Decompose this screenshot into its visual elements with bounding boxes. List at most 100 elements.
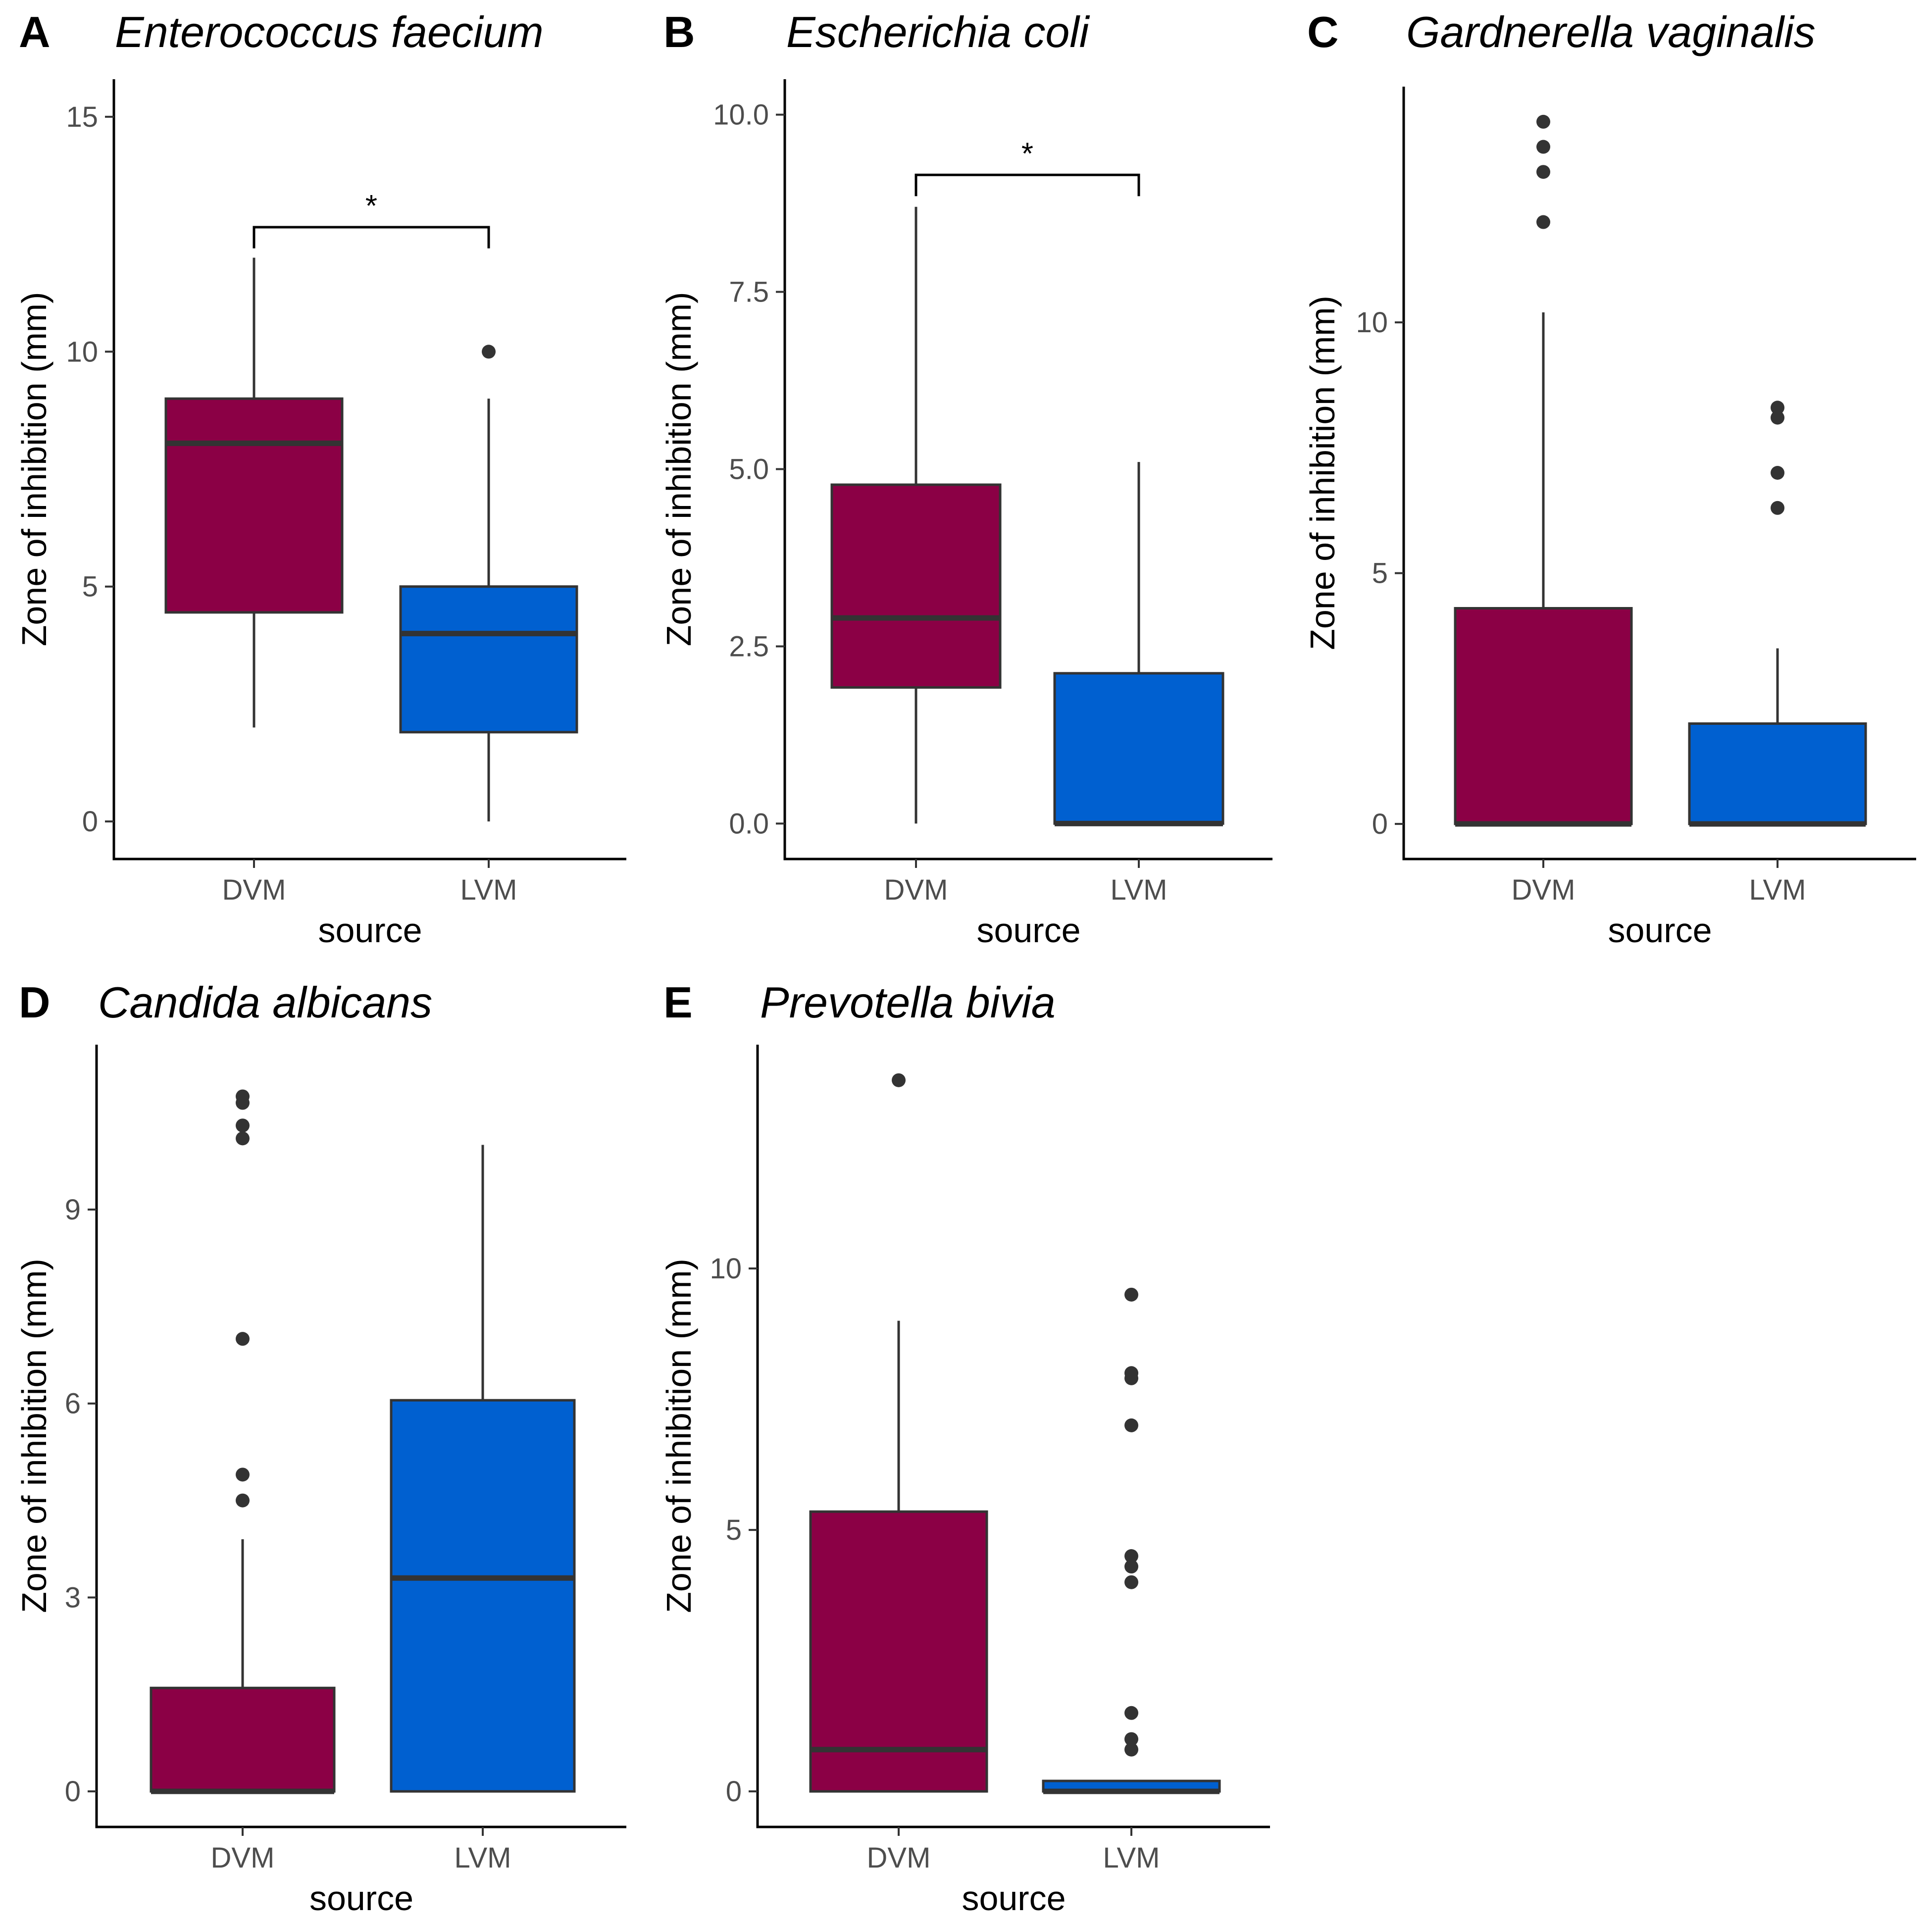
y-tick-label: 10.0 bbox=[713, 99, 769, 131]
y-tick-label: 7.5 bbox=[729, 276, 769, 308]
outlier-point bbox=[236, 1089, 250, 1104]
panel-letter: C bbox=[1307, 7, 1339, 56]
y-tick-label: 10 bbox=[1356, 306, 1388, 339]
box-lvm bbox=[399, 345, 578, 822]
box-body bbox=[390, 1399, 576, 1793]
outlier-point bbox=[1771, 466, 1784, 480]
panel-title: Gardnerella vaginalis bbox=[1406, 7, 1816, 56]
y-tick-label: 2.5 bbox=[729, 630, 769, 662]
panel-a: A Enterococcus faecium 0 5 10 15 DVM LVM source Z… bbox=[15, 7, 626, 950]
y-tick-label: 5 bbox=[1372, 557, 1388, 590]
outlier-point bbox=[1536, 114, 1550, 129]
outlier-point bbox=[1536, 140, 1550, 154]
outlier-point bbox=[1536, 165, 1550, 179]
outlier-point bbox=[1124, 1575, 1138, 1589]
box-dvm bbox=[830, 206, 1002, 824]
y-tick-label: 0 bbox=[726, 1775, 742, 1808]
box-lvm bbox=[1053, 462, 1224, 826]
box-lvm bbox=[1042, 1287, 1221, 1794]
outlier-point bbox=[1124, 1742, 1138, 1757]
x-axis-title: source bbox=[309, 1879, 413, 1918]
x-axis-title: source bbox=[318, 911, 422, 950]
panel-letter: E bbox=[663, 978, 693, 1027]
x-tick-label-dvm: DVM bbox=[211, 1842, 275, 1874]
outlier-point bbox=[1771, 501, 1784, 515]
outlier-point bbox=[1124, 1706, 1138, 1720]
outlier-point bbox=[1124, 1366, 1138, 1380]
panel-letter: B bbox=[663, 7, 695, 56]
y-axis-title: Zone of inhibition (mm) bbox=[15, 292, 53, 647]
outlier-point bbox=[892, 1073, 906, 1087]
box-body bbox=[1688, 722, 1867, 825]
y-tick-label: 3 bbox=[65, 1581, 81, 1614]
panel-letter: A bbox=[19, 7, 51, 56]
y-tick-label: 5 bbox=[82, 571, 98, 603]
box-lvm bbox=[390, 1145, 576, 1793]
outlier-point bbox=[236, 1468, 250, 1482]
significance-label: * bbox=[365, 189, 377, 223]
y-tick-label: 6 bbox=[65, 1388, 81, 1420]
box-dvm bbox=[164, 257, 344, 728]
x-tick-label-dvm: DVM bbox=[867, 1842, 931, 1874]
outlier-point bbox=[1124, 1560, 1138, 1574]
y-tick-label: 15 bbox=[66, 101, 98, 133]
panel-d: D Candida albicans 0 3 6 9 DVM LVM source Zone of… bbox=[15, 978, 626, 1918]
panel-c: C Gardnerella vaginalis 0 5 10 DVM LVM source Zo… bbox=[1303, 7, 1916, 950]
outlier-point bbox=[1771, 410, 1784, 425]
outlier-point bbox=[1124, 1418, 1138, 1432]
outlier-point bbox=[236, 1131, 250, 1146]
x-tick-label-lvm: LVM bbox=[1103, 1842, 1160, 1874]
significance-label: * bbox=[1021, 137, 1033, 171]
x-tick-label-lvm: LVM bbox=[1111, 874, 1168, 906]
outlier-point bbox=[1536, 215, 1550, 229]
panel-b: B Escherichia coli 0.0 2.5 5.0 7.5 10.0 DVM LVM s… bbox=[660, 7, 1272, 950]
box-body bbox=[830, 483, 1002, 689]
x-tick-label-lvm: LVM bbox=[1749, 874, 1806, 906]
y-tick-label: 0.0 bbox=[729, 808, 769, 840]
panel-title: Escherichia coli bbox=[786, 7, 1090, 56]
outlier-point bbox=[482, 345, 496, 359]
significance-bracket bbox=[253, 226, 490, 249]
panel-title: Candida albicans bbox=[98, 978, 432, 1027]
box-body bbox=[1053, 672, 1224, 825]
x-tick-label-dvm: DVM bbox=[884, 874, 948, 906]
box-lvm bbox=[1688, 401, 1867, 827]
outlier-point bbox=[1124, 1287, 1138, 1302]
panel-title: Enterococcus faecium bbox=[115, 7, 544, 56]
x-tick-label-lvm: LVM bbox=[455, 1842, 511, 1874]
y-tick-label: 10 bbox=[66, 336, 98, 368]
panel-title: Prevotella bivia bbox=[760, 978, 1056, 1027]
outlier-point bbox=[1124, 1549, 1138, 1563]
significance-bracket bbox=[915, 173, 1140, 197]
x-tick-label-dvm: DVM bbox=[1512, 874, 1576, 906]
y-tick-label: 0 bbox=[65, 1775, 81, 1808]
outlier-point bbox=[1771, 401, 1784, 415]
box-body bbox=[399, 585, 578, 734]
y-axis-title: Zone of inhibition (mm) bbox=[660, 292, 698, 647]
y-axis-title: Zone of inhibition (mm) bbox=[1303, 296, 1342, 650]
y-axis-title: Zone of inhibition (mm) bbox=[15, 1259, 53, 1613]
box-body bbox=[164, 397, 344, 614]
y-tick-label: 5.0 bbox=[729, 454, 769, 486]
x-axis-title: source bbox=[1608, 911, 1712, 950]
y-tick-label: 0 bbox=[82, 806, 98, 838]
panel-e: E Prevotella bivia 0 5 10 DVM LVM source Zone of… bbox=[660, 978, 1270, 1918]
outlier-point bbox=[236, 1332, 250, 1346]
box-dvm bbox=[150, 1089, 336, 1794]
box-dvm bbox=[809, 1073, 988, 1793]
y-tick-label: 0 bbox=[1372, 808, 1388, 840]
x-axis-title: source bbox=[976, 911, 1080, 950]
outlier-point bbox=[1124, 1732, 1138, 1746]
x-axis-title: source bbox=[962, 1879, 1066, 1918]
x-tick-label-dvm: DVM bbox=[222, 874, 286, 906]
y-tick-label: 5 bbox=[726, 1514, 742, 1546]
panel-letter: D bbox=[19, 978, 51, 1027]
y-tick-label: 10 bbox=[710, 1253, 742, 1285]
outlier-point bbox=[236, 1493, 250, 1508]
box-dvm bbox=[1454, 114, 1633, 827]
y-tick-label: 9 bbox=[65, 1194, 81, 1226]
box-body bbox=[1454, 607, 1633, 825]
box-body bbox=[809, 1510, 988, 1793]
outlier-point bbox=[236, 1118, 250, 1133]
